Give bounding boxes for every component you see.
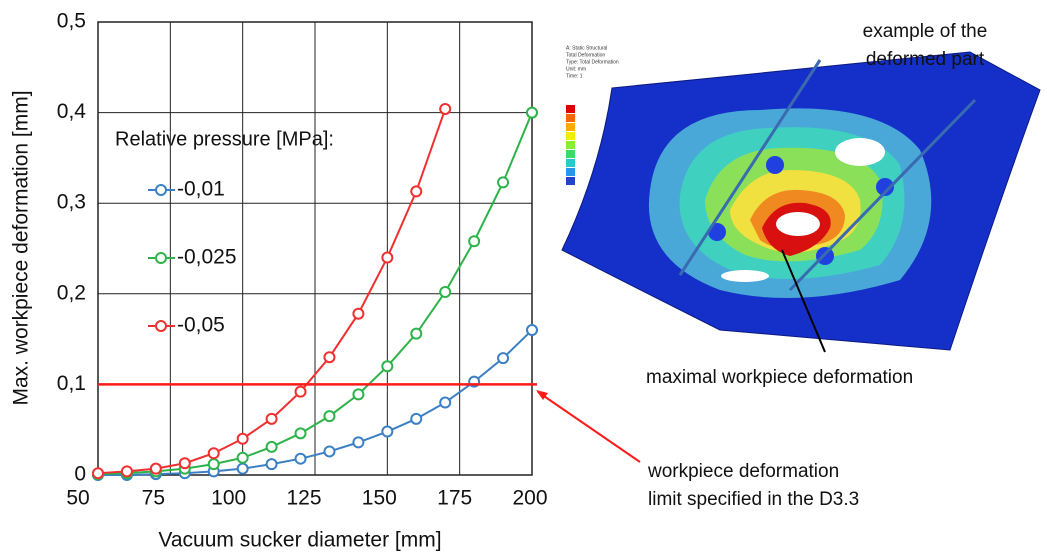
x-tick-label: 50 [66, 487, 89, 510]
data-point [353, 389, 363, 399]
data-point [238, 453, 248, 463]
fea-header: Total Deformation [566, 52, 605, 58]
data-point [411, 414, 421, 424]
data-point [498, 177, 508, 187]
data-point [469, 236, 479, 246]
fea-header: Time: 1 [566, 73, 583, 79]
data-point [151, 464, 161, 474]
limit-label: limit specified in the D3.3 [648, 489, 859, 510]
limit-arrow [538, 392, 640, 462]
legend-title: Relative pressure [MPa]: [115, 128, 334, 150]
data-point [411, 186, 421, 196]
data-point [93, 468, 103, 478]
data-point [209, 459, 219, 469]
fea-image [562, 52, 1040, 352]
data-point [411, 329, 421, 339]
data-point [238, 434, 248, 444]
limit-label: workpiece deformation [647, 461, 839, 482]
y-tick-label: 0,2 [57, 281, 86, 304]
data-point [353, 437, 363, 447]
legend-marker [156, 321, 166, 331]
part-label: deformed part [866, 49, 985, 70]
data-point [324, 352, 334, 362]
data-point [324, 446, 334, 456]
x-axis-label: Vacuum sucker diameter [mm] [158, 529, 441, 552]
data-point [527, 108, 537, 118]
x-tick-label: 75 [142, 487, 165, 510]
fea-header: Type: Total Deformation [566, 59, 619, 65]
x-tick-label: 200 [512, 487, 547, 510]
part-label: example of the [863, 21, 988, 42]
legend-label: -0,05 [177, 314, 225, 337]
y-tick-label: 0,1 [57, 372, 86, 395]
data-point [382, 361, 392, 371]
data-point [296, 428, 306, 438]
data-point [122, 466, 132, 476]
y-axis-label: Max. workpiece deformation [mm] [10, 90, 33, 405]
fea-header: Unit: mm [566, 66, 586, 72]
data-point [440, 398, 450, 408]
series [93, 104, 450, 478]
y-tick-label: 0,5 [57, 10, 86, 33]
data-point [267, 442, 277, 452]
data-point [180, 458, 190, 468]
data-point [267, 414, 277, 424]
max-label: maximal workpiece deformation [646, 367, 913, 388]
data-point [238, 464, 248, 474]
data-point [440, 104, 450, 114]
legend-label: -0,025 [177, 246, 237, 269]
data-point [353, 309, 363, 319]
y-tick-label: 0,3 [57, 191, 86, 214]
fea-header: A: Static Structural [566, 45, 607, 51]
y-tick-label: 0 [74, 463, 86, 486]
data-point [296, 387, 306, 397]
data-point [296, 454, 306, 464]
x-tick-label: 100 [211, 487, 246, 510]
data-point [324, 411, 334, 421]
data-point [498, 353, 508, 363]
data-point [382, 427, 392, 437]
data-point [267, 459, 277, 469]
x-tick-label: 150 [362, 487, 397, 510]
chart: A: Static Structural Total Deformation T… [0, 0, 1047, 557]
x-tick-label: 125 [286, 487, 321, 510]
data-point [382, 253, 392, 263]
legend-label: -0,01 [177, 178, 225, 201]
x-tick-label: 175 [437, 487, 472, 510]
data-point [209, 448, 219, 458]
data-point [440, 287, 450, 297]
y-tick-label: 0,4 [57, 100, 87, 123]
legend-marker [156, 185, 166, 195]
data-point [527, 325, 537, 335]
legend-marker [156, 253, 166, 263]
